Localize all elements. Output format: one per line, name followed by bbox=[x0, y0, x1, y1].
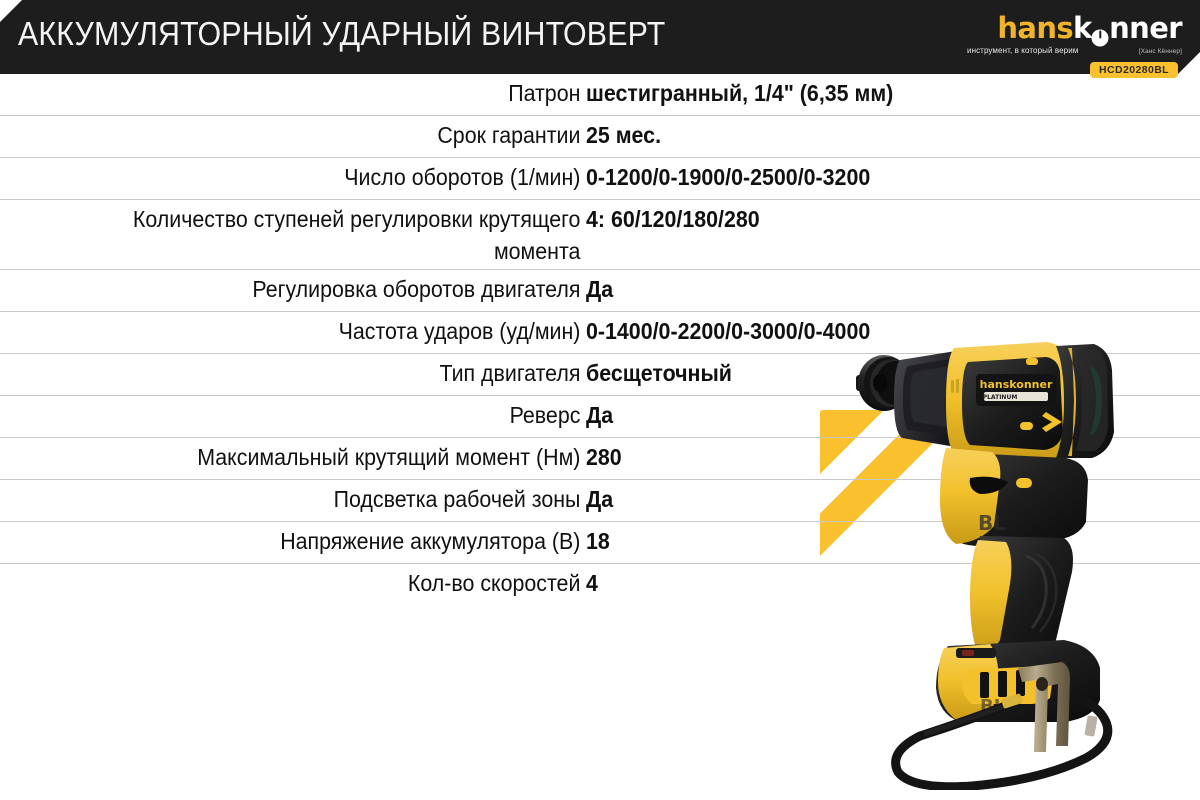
spec-value: бесщеточный bbox=[586, 360, 732, 386]
header-banner: АККУМУЛЯТОРНЫЙ УДАРНЫЙ ВИНТОВЕРТ bbox=[0, 0, 1200, 74]
brand-subline: инструмент, в который верим [Ханс Кённер… bbox=[967, 46, 1182, 57]
spec-label: Подсветка рабочей зоны bbox=[333, 486, 581, 512]
svg-text:BL: BL bbox=[980, 696, 1005, 717]
table-row: Патрон шестигранный, 1/4" (6,35 мм) bbox=[0, 74, 1200, 116]
spec-label: Число оборотов (1/мин) bbox=[344, 164, 581, 190]
spec-value: 18 bbox=[586, 528, 610, 554]
spec-label: Кол-во скоростей bbox=[407, 570, 581, 596]
table-row: Тип двигателя бесщеточный bbox=[0, 354, 1200, 396]
table-row: Кол-во скоростей 4 bbox=[0, 564, 1200, 606]
table-row: Срок гарантии 25 мес. bbox=[0, 116, 1200, 158]
table-row: Число оборотов (1/мин) 0-1200/0-1900/0-2… bbox=[0, 158, 1200, 200]
spec-value: Да bbox=[586, 402, 614, 428]
spec-label: Тип двигателя bbox=[439, 360, 581, 386]
spec-value: 280 bbox=[586, 444, 622, 470]
brand-k: k bbox=[1073, 11, 1092, 45]
table-row: Регулировка оборотов двигателя Да bbox=[0, 270, 1200, 312]
spec-label: Патрон bbox=[508, 80, 581, 106]
strap-buckle bbox=[1001, 693, 1098, 737]
table-row: Подсветка рабочей зоны Да bbox=[0, 480, 1200, 522]
spec-label: Частота ударов (уд/мин) bbox=[338, 318, 581, 344]
spec-label: Срок гарантии bbox=[437, 122, 581, 148]
spec-value: 0-1200/0-1900/0-2500/0-3200 bbox=[586, 164, 871, 190]
table-row: Частота ударов (уд/мин) 0-1400/0-2200/0-… bbox=[0, 312, 1200, 354]
wrist-strap bbox=[891, 693, 1113, 790]
table-row: Напряжение аккумулятора (В) 18 bbox=[0, 522, 1200, 564]
page-title: АККУМУЛЯТОРНЫЙ УДАРНЫЙ ВИНТОВЕРТ bbox=[18, 15, 666, 52]
brand-wordmark: hansk nner bbox=[967, 11, 1183, 47]
specification-table: Патрон шестигранный, 1/4" (6,35 мм) Срок… bbox=[0, 74, 1200, 606]
spec-value: 0-1400/0-2200/0-3000/0-4000 bbox=[586, 318, 871, 344]
spec-label: Максимальный крутящий момент (Нм) bbox=[197, 444, 581, 470]
model-code-badge: HCD20280BL bbox=[1090, 62, 1178, 78]
spec-value: Да bbox=[586, 276, 614, 302]
spec-label: Напряжение аккумулятора (В) bbox=[280, 528, 581, 554]
spec-label: Регулировка оборотов двигателя bbox=[252, 276, 581, 302]
spec-value: 4 bbox=[586, 570, 598, 596]
table-row: Реверс Да bbox=[0, 396, 1200, 438]
brand-translit: [Ханс Кённер] bbox=[1138, 48, 1182, 55]
table-row: Количество ступеней регулировки крутящег… bbox=[0, 200, 1200, 270]
spec-value: шестигранный, 1/4" (6,35 мм) bbox=[586, 80, 894, 106]
brand-logo: hansk nner инструмент, в который верим [Х… bbox=[967, 11, 1183, 57]
battery-base: BL bbox=[936, 640, 1100, 722]
brand-tagline: инструмент, в который верим bbox=[967, 46, 1079, 55]
spec-label: Количество ступеней регулировки крутящег… bbox=[132, 206, 581, 264]
brand-nner: nner bbox=[1109, 11, 1182, 45]
spec-value: 4: 60/120/180/280 bbox=[586, 206, 760, 232]
spec-value: Да bbox=[586, 486, 614, 512]
spec-value: 25 мес. bbox=[586, 122, 662, 148]
table-row: Максимальный крутящий момент (Нм) 280 bbox=[0, 438, 1200, 480]
brand-hans: hans bbox=[997, 11, 1074, 45]
spec-label: Реверс bbox=[509, 402, 581, 428]
belt-clip bbox=[1018, 662, 1070, 752]
